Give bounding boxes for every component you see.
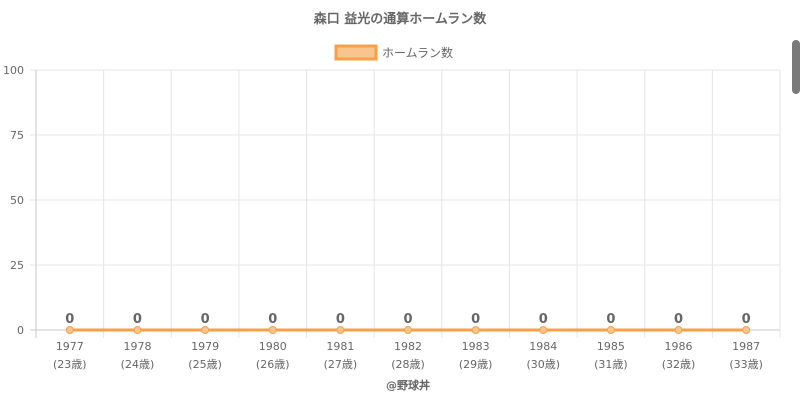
data-point: [674, 326, 683, 334]
legend-swatch: [334, 44, 378, 61]
data-label: 0: [674, 312, 683, 327]
data-point: [606, 326, 615, 334]
x-tick-sublabel: (32歳): [662, 358, 696, 371]
y-tick-label: 0: [17, 324, 24, 337]
data-point: [539, 326, 548, 334]
x-tick-sublabel: (27歳): [324, 358, 358, 371]
grid: [30, 69, 781, 338]
scrollbar[interactable]: [792, 40, 800, 94]
legend-label: ホームラン数: [382, 45, 453, 60]
data-labels: 0 0 0 0 0 0 0 0 0 0 0: [65, 312, 750, 327]
data-label: 0: [201, 312, 210, 327]
data-label: 0: [606, 312, 615, 327]
y-tick-label: 50: [10, 194, 24, 207]
x-tick-label: 1979: [191, 340, 219, 353]
x-tick-sublabel: (23歳): [53, 358, 87, 371]
x-tick-label: 1980: [259, 340, 287, 353]
x-tick-label: 1981: [326, 340, 354, 353]
data-label: 0: [336, 312, 345, 327]
x-tick-sublabel: (30歳): [526, 358, 560, 371]
data-point: [742, 326, 751, 334]
data-point: [471, 326, 480, 334]
data-label: 0: [403, 312, 412, 327]
data-label: 0: [742, 312, 751, 327]
x-tick-label: 1986: [665, 340, 693, 353]
y-axis: 0 25 50 75 100: [3, 64, 24, 337]
data-point: [65, 326, 74, 334]
data-point: [268, 326, 277, 334]
data-point: [133, 326, 142, 334]
data-label: 0: [471, 312, 480, 327]
x-tick-sublabel: (25歳): [188, 358, 222, 371]
legend[interactable]: ホームラン数: [334, 44, 453, 61]
series-homeruns: [65, 326, 751, 334]
y-tick-label: 25: [10, 259, 24, 272]
x-tick-label: 1983: [462, 340, 490, 353]
x-tick-label: 1982: [394, 340, 422, 353]
data-label: 0: [65, 312, 74, 327]
x-tick-sublabel: (28歳): [391, 358, 425, 371]
data-label: 0: [268, 312, 277, 327]
x-tick-sublabel: (26歳): [256, 358, 290, 371]
data-point: [404, 326, 412, 334]
x-tick-sublabel: (29歳): [459, 358, 493, 371]
x-tick-label: 1985: [597, 340, 625, 353]
x-axis: 1977 (23歳) 1978 (24歳) 1979 (25歳) 1980 (26歳) 1981…: [53, 340, 763, 371]
x-tick-sublabel: (24歳): [121, 358, 155, 371]
data-point: [201, 326, 210, 334]
x-tick-label: 1984: [529, 340, 557, 353]
data-label: 0: [539, 312, 548, 327]
y-tick-label: 75: [10, 129, 24, 142]
data-point: [336, 326, 345, 334]
x-tick-label: 1978: [123, 340, 151, 353]
x-tick-sublabel: (31歳): [594, 358, 628, 371]
chart-title: 森口 益光の通算ホームラン数: [314, 11, 487, 27]
y-tick-label: 100: [3, 64, 24, 77]
x-tick-sublabel: (33歳): [729, 358, 763, 371]
x-tick-label: 1987: [732, 340, 760, 353]
x-tick-label: 1977: [56, 340, 84, 353]
source-credit: @野球丼: [386, 378, 430, 392]
data-label: 0: [133, 312, 142, 327]
